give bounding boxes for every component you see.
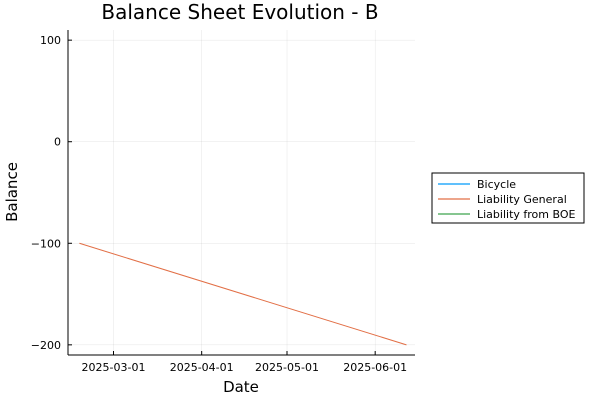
y-ticks: 100 0 −100 −200 xyxy=(31,34,72,352)
x-ticks: 2025-03-01 2025-04-01 2025-05-01 2025-06-01 xyxy=(82,351,407,374)
grid xyxy=(68,30,415,355)
legend-label: Liability General xyxy=(477,193,567,206)
y-tick-label: −200 xyxy=(31,339,61,352)
x-tick-label: 2025-06-01 xyxy=(343,361,407,374)
y-tick-label: −100 xyxy=(31,237,61,250)
series-line xyxy=(79,242,407,346)
legend-label: Liability from BOE xyxy=(477,208,576,221)
legend-label: Bicycle xyxy=(477,178,516,191)
x-tick-label: 2025-04-01 xyxy=(170,361,234,374)
x-tick-label: 2025-05-01 xyxy=(255,361,319,374)
y-axis-label: Balance xyxy=(3,162,21,222)
x-axis-label: Date xyxy=(223,378,259,396)
chart-title: Balance Sheet Evolution - B xyxy=(101,0,378,24)
legend: Bicycle Liability General Liability from B… xyxy=(431,172,585,224)
y-tick-label: 100 xyxy=(40,34,61,47)
x-tick-label: 2025-03-01 xyxy=(82,361,146,374)
y-tick-label: 0 xyxy=(54,136,61,149)
series-lines xyxy=(79,242,407,346)
legend-box xyxy=(431,172,585,224)
